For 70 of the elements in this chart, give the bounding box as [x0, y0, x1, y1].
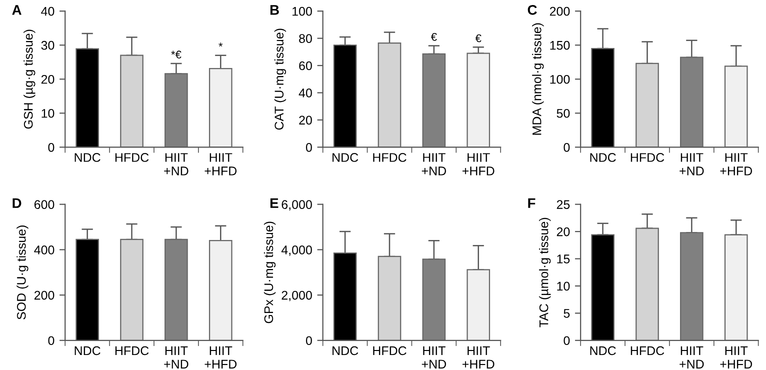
y-tick-label: 20: [41, 74, 54, 84]
y-tick-label: 25: [556, 200, 570, 209]
annotation: €: [430, 32, 437, 41]
y-axis-title: TAC (µmol·g tissue): [539, 218, 551, 328]
y-axis-title: GSH (µg·g tissue): [24, 30, 36, 129]
y-tick-label: 0: [564, 336, 570, 346]
annotation: *€: [171, 50, 182, 59]
chart-title: C: [528, 4, 537, 15]
chart-title: D: [12, 198, 22, 208]
y-tick-label: 5: [564, 309, 570, 318]
y-tick-label: 50: [556, 108, 570, 118]
x-tick-label: NDC: [332, 346, 358, 356]
x-tick-label: HFDC: [373, 346, 406, 356]
x-tick-label: NDC: [74, 346, 100, 356]
y-axis-title: MDA (nmol·g tissue): [532, 23, 544, 135]
x-tick-label: HIIT +ND: [164, 153, 188, 176]
chart-title: F: [528, 198, 536, 208]
chart-title: E: [270, 198, 278, 208]
y-tick-label: 30: [41, 40, 54, 50]
y-tick-label: 10: [557, 282, 570, 291]
y-tick-label: 0: [564, 142, 570, 152]
y-tick-label: 40: [298, 88, 312, 98]
x-tick-label: HFDC: [630, 153, 664, 162]
y-tick-label: 0: [306, 336, 312, 346]
x-tick-label: HIIT +HFD: [462, 153, 494, 176]
y-axis-title: SOD (U·g tissue): [16, 226, 28, 320]
x-tick-label: NDC: [332, 153, 358, 162]
x-tick-label: HIIT +HFD: [204, 346, 237, 368]
x-tick-label: HIIT +HFD: [720, 153, 752, 176]
y-tick-label: 0: [48, 142, 54, 152]
y-tick-label: 80: [299, 34, 312, 43]
x-tick-label: HIIT +ND: [164, 346, 188, 368]
y-tick-label: 10: [42, 108, 54, 118]
y-tick-label: 40: [41, 6, 54, 16]
y-tick-label: 20: [556, 227, 570, 236]
y-tick-label: 6,000: [282, 200, 312, 210]
y-tick-label: 200: [550, 6, 570, 16]
x-tick-label: HFDC: [115, 153, 149, 162]
x-tick-label: HIIT +HFD: [462, 346, 494, 368]
y-tick-label: 100: [292, 6, 312, 16]
y-tick-label: 600: [34, 200, 54, 209]
y-tick-label: 400: [34, 245, 54, 254]
annotation: *: [218, 42, 223, 46]
y-tick-label: 60: [299, 61, 312, 70]
y-tick-label: 0: [306, 142, 312, 152]
y-axis-title: GPx (U·mg tissue): [264, 222, 276, 324]
x-tick-label: HIIT +ND: [422, 346, 446, 368]
y-tick-label: 200: [34, 290, 54, 300]
y-tick-label: 20: [299, 116, 312, 125]
y-tick-label: 4,000: [281, 245, 312, 256]
x-tick-label: HFDC: [115, 346, 149, 356]
y-tick-label: 2,000: [282, 290, 312, 302]
y-tick-label: 100: [550, 74, 570, 84]
x-tick-label: NDC: [590, 346, 616, 356]
x-tick-label: NDC: [74, 153, 100, 162]
chart-title: B: [270, 5, 279, 15]
y-tick-label: 0: [48, 336, 54, 346]
x-tick-label: HIIT +ND: [422, 153, 446, 176]
x-tick-label: HIIT +HFD: [204, 153, 237, 176]
chart-title: A: [12, 5, 22, 15]
y-axis-title: CAT (U·mg tissue): [274, 28, 286, 130]
annotation: €: [475, 34, 482, 42]
y-tick-label: 150: [550, 40, 570, 50]
x-tick-label: HFDC: [630, 346, 664, 356]
x-tick-label: HFDC: [373, 153, 406, 162]
x-tick-label: NDC: [590, 153, 616, 162]
x-tick-label: HIIT +ND: [680, 346, 704, 368]
x-tick-label: HIIT +ND: [680, 153, 704, 176]
y-tick-label: 15: [557, 254, 570, 264]
x-tick-label: HIIT +HFD: [720, 346, 752, 368]
